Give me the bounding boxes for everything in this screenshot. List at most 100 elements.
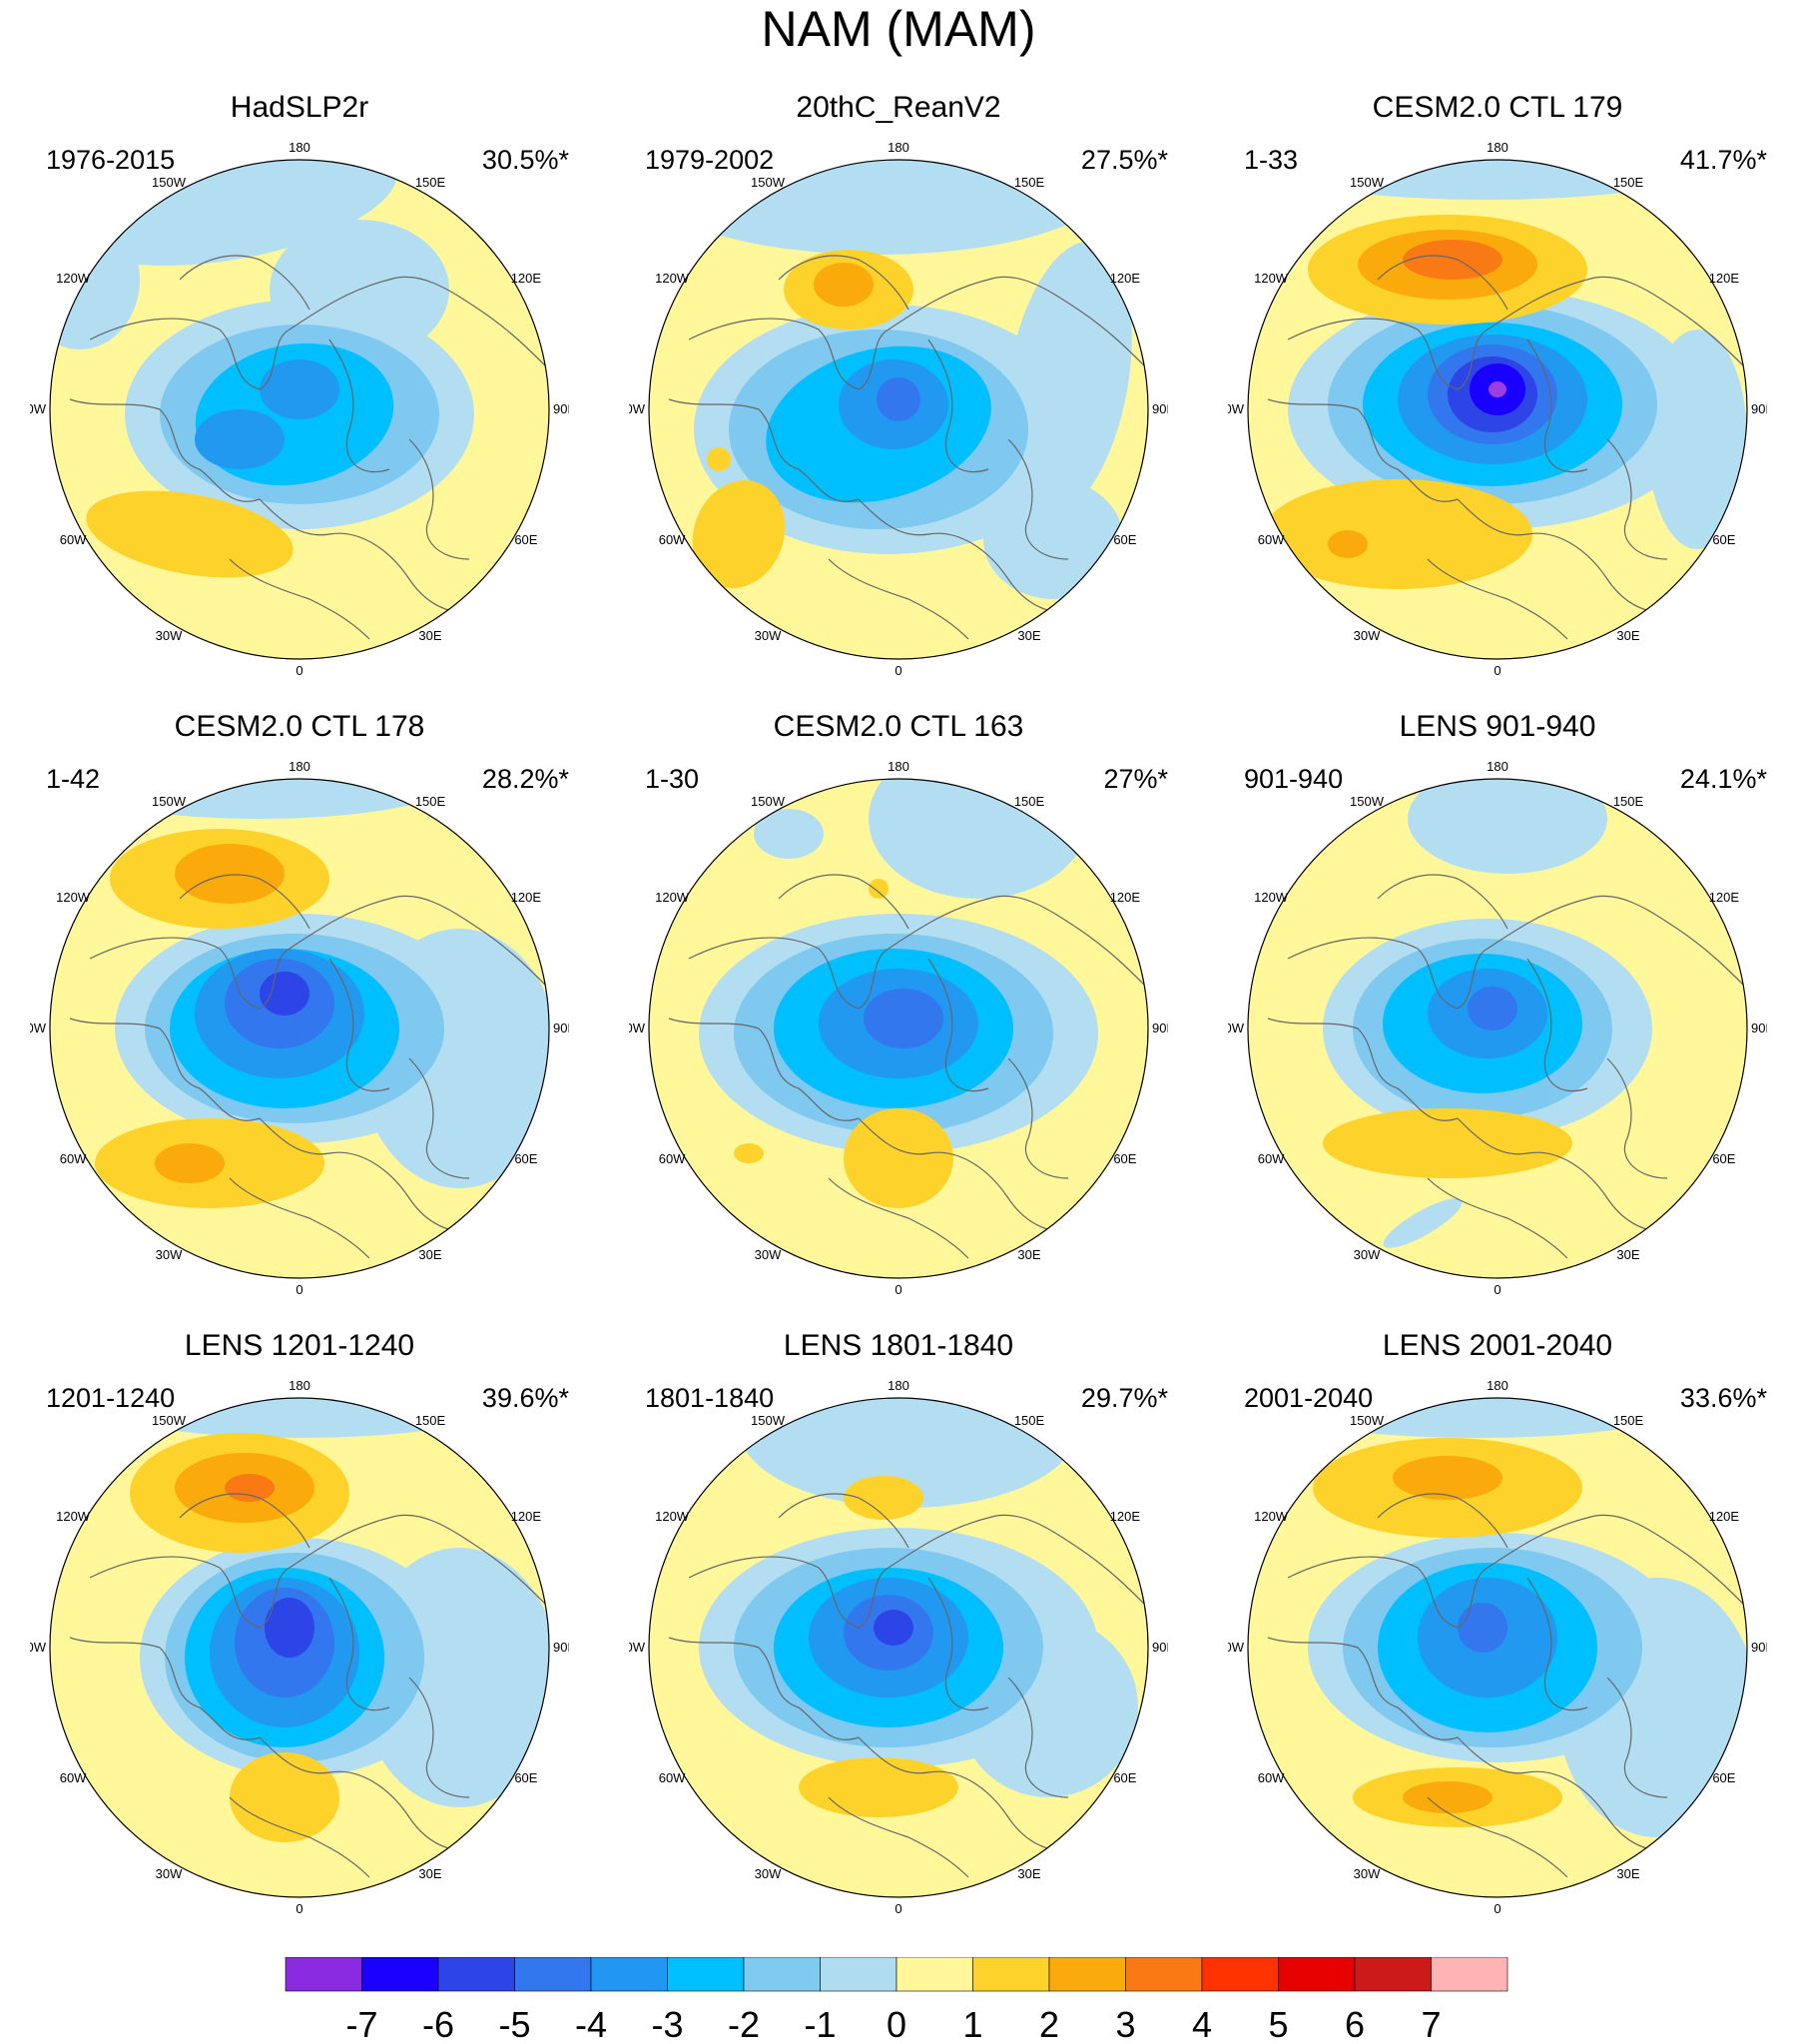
coastline	[888, 895, 1148, 990]
longitude-label: 150W	[152, 794, 187, 809]
coastline	[229, 1177, 370, 1259]
coastlines	[69, 874, 549, 1259]
longitude-label: 120W	[1254, 890, 1289, 905]
polar-map: 180 150E 120E 90E 60E 30E 0 30W 60W 90W 120W 150W	[629, 759, 1168, 1297]
panel-title: LENS 1801-1840	[783, 1329, 1014, 1362]
longitude-label: 150E	[415, 1413, 446, 1428]
anomaly-contour	[1458, 1603, 1507, 1653]
period-label: 1979-2002	[645, 145, 775, 175]
longitude-label: 120W	[655, 890, 690, 905]
field-layer	[649, 1398, 1148, 1897]
longitude-label: 90W	[30, 1021, 47, 1035]
field-layer	[1248, 1398, 1747, 1897]
variance-label: 39.6%*	[481, 1383, 569, 1413]
coastline	[858, 1117, 1089, 1233]
coastline	[1427, 1177, 1568, 1259]
coastline	[1267, 1637, 1459, 1740]
main-title: NAM (MAM)	[761, 1, 1036, 57]
longitude-label: 90W	[30, 1640, 47, 1655]
colorbar-label: -5	[498, 2004, 530, 2044]
longitude-label: 30W	[156, 628, 183, 643]
variance-label: 41.7%*	[1679, 145, 1767, 175]
longitude-label: 60W	[659, 532, 686, 547]
period-label: 1201-1240	[46, 1383, 176, 1413]
longitude-label: 120E	[511, 271, 542, 286]
anomaly-contour	[1468, 987, 1517, 1030]
longitude-label: 0	[296, 1282, 302, 1297]
longitude-label: 150E	[1014, 794, 1045, 809]
coastline	[1606, 438, 1668, 560]
panel-title: LENS 2001-2040	[1382, 1329, 1613, 1362]
panel-lens-901-940: LENS 901-940 901-940 24.1%* 180 150E 120E 9…	[1198, 709, 1797, 1328]
coastline	[179, 1493, 310, 1549]
longitude-label: 30W	[755, 1247, 782, 1262]
coastline	[1526, 1577, 1588, 1711]
anomaly-contour	[869, 879, 889, 899]
map-border	[1247, 159, 1748, 660]
longitude-label: 150W	[751, 794, 786, 809]
coastline	[1007, 438, 1069, 560]
coastline	[289, 895, 549, 990]
colorbar-label: -2	[728, 2004, 760, 2044]
longitude-label: 150W	[1350, 794, 1385, 809]
coastline	[259, 1117, 490, 1233]
field-layer	[50, 160, 549, 659]
anomaly-contour	[864, 989, 943, 1048]
anomaly-contour	[844, 1108, 953, 1208]
coastline	[69, 1637, 261, 1740]
map-border	[648, 1397, 1149, 1898]
longitude-label: 150E	[1613, 794, 1644, 809]
longitude-label: 90E	[1152, 1640, 1168, 1655]
anomaly-contour	[260, 972, 309, 1016]
variance-label: 27%*	[1103, 764, 1168, 794]
longitude-label: 60E	[514, 1770, 537, 1785]
longitude-label: 30E	[1017, 628, 1040, 643]
coastline	[179, 874, 310, 930]
longitude-label: 0	[1494, 663, 1500, 678]
map-border	[1247, 778, 1748, 1279]
coastlines	[1267, 255, 1747, 640]
anomaly-contour	[1263, 479, 1532, 589]
coastline	[778, 255, 909, 311]
longitude-label: 120E	[511, 1509, 542, 1524]
longitude-label: 120E	[1110, 890, 1141, 905]
colorbar-label: 4	[1192, 2004, 1212, 2044]
coastline	[1526, 958, 1588, 1092]
coastline	[668, 1637, 860, 1740]
period-label: 1-30	[645, 764, 700, 794]
longitude-label: 120W	[56, 271, 91, 286]
coastline	[1287, 1556, 1489, 1629]
panel-title: LENS 901-940	[1399, 710, 1596, 743]
coastline	[1287, 318, 1489, 390]
panel-title: CESM2.0 CTL 163	[773, 710, 1024, 743]
longitude-label: 90W	[629, 1021, 646, 1035]
coastline	[89, 937, 291, 1010]
panel-20thc-reanv2: 20thC_ReanV2 1979-2002 27.5%* 180 150E 120…	[599, 90, 1198, 709]
longitude-label: 60W	[60, 1151, 87, 1166]
longitude-label: 30E	[418, 1866, 441, 1881]
longitude-label: 120E	[1709, 890, 1740, 905]
map-border	[648, 778, 1149, 1279]
field-layer	[1248, 779, 1747, 1278]
longitude-label: 180	[1487, 759, 1508, 774]
coastline	[858, 1736, 1089, 1852]
panel-title: CESM2.0 CTL 179	[1372, 91, 1623, 124]
field-layer	[649, 160, 1148, 659]
anomaly-contour	[1403, 240, 1502, 280]
longitude-label: 150E	[415, 794, 446, 809]
colorbar-swatch	[1278, 1957, 1356, 1992]
colorbar-label: 6	[1345, 2004, 1365, 2044]
anomaly-contour	[799, 1757, 958, 1817]
panel-title: CESM2.0 CTL 178	[174, 710, 425, 743]
longitude-label: 180	[888, 140, 909, 155]
longitude-label: 90W	[629, 401, 646, 416]
longitude-label: 60W	[60, 532, 87, 547]
colorbar: -7 -6 -5 -4 -3 -2 -1 0 1 2 3 4 5 6 7	[285, 1957, 1508, 2044]
longitude-label: 120E	[1110, 1509, 1141, 1524]
longitude-label: 180	[289, 759, 310, 774]
coastline	[688, 1556, 890, 1629]
colorbar-swatch	[1431, 1957, 1508, 1992]
anomaly-contour	[1383, 1198, 1463, 1248]
map-border	[49, 778, 550, 1279]
coastline	[927, 1577, 989, 1711]
